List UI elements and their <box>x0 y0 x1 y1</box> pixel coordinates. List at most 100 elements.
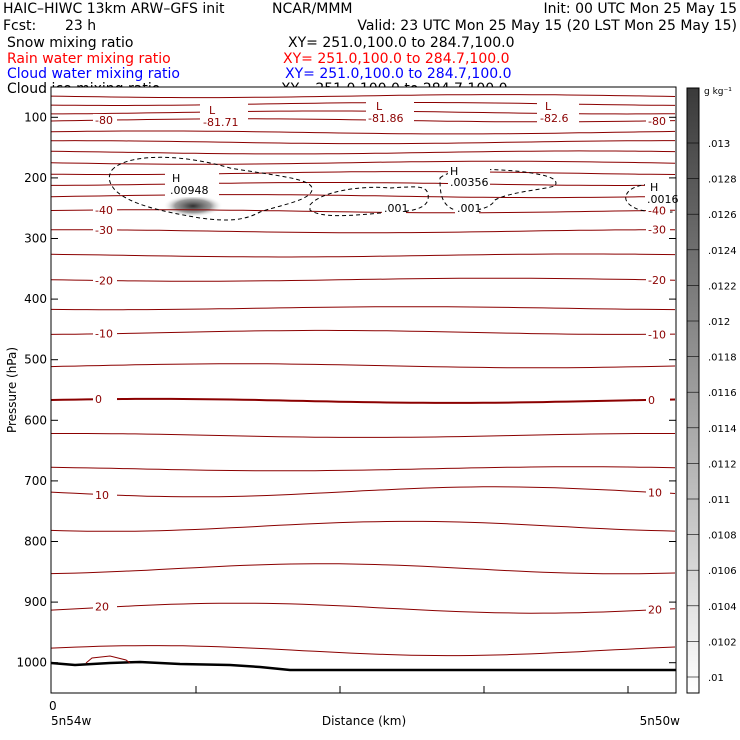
high-marker-1: H <box>172 172 180 185</box>
temperature-label-right: 10 <box>648 487 662 500</box>
legend-xy-cloudwater: XY= 251.0,100.0 to 284.7,100.0 <box>285 66 512 82</box>
legend-label-snow: Snow mixing ratio <box>7 35 133 51</box>
y-tick-label: 900 <box>24 595 47 609</box>
temperature-label-right: 20 <box>648 604 662 617</box>
snow-max-region <box>163 195 223 217</box>
legend-label-cloudwater: Cloud water mixing ratio <box>7 66 180 82</box>
low-value-1: -81.71 <box>203 116 238 129</box>
colorbar-unit: g kg⁻¹ <box>704 87 732 97</box>
temperature-label-left: 20 <box>95 601 109 614</box>
temperature-contour <box>51 209 676 214</box>
x-endpoint-left: 5n54w <box>51 714 92 728</box>
colorbar-ramp <box>686 87 700 694</box>
temperature-label-left: -10 <box>95 328 113 341</box>
fcst-value: 23 h <box>65 18 96 34</box>
init-time: Init: 00 UTC Mon 25 May 15 <box>544 1 737 17</box>
colorbar-label: .0122 <box>708 281 737 292</box>
temperature-contour <box>51 433 675 438</box>
fcst-label: Fcst: <box>3 18 36 34</box>
colorbar-label: .0126 <box>708 210 737 221</box>
temperature-contour <box>51 182 675 186</box>
low-marker-2: L <box>376 100 383 113</box>
temperature-contour <box>51 602 676 614</box>
temperature-contour <box>51 160 676 165</box>
low-marker-1: L <box>209 104 216 117</box>
x-axis-label: Distance (km) <box>322 714 406 728</box>
cloud-ice-label-2: .001 <box>457 202 482 215</box>
y-tick-label: 300 <box>24 232 47 246</box>
cloud-ice-contour-1 <box>108 156 313 221</box>
high-value-3: .0016 <box>647 193 679 206</box>
legend-label-rain: Rain water mixing ratio <box>7 51 171 67</box>
plot-frame <box>50 86 677 694</box>
cloud-ice-label-1: .001 <box>384 202 409 215</box>
temperature-contour <box>51 306 676 311</box>
plot-area <box>51 87 676 693</box>
org-title: NCAR/MMM <box>272 1 353 17</box>
high-value-1: .00948 <box>170 184 209 197</box>
x-axis: 0 5n54w Distance (km) 5n50w <box>49 686 680 728</box>
temperature-contour <box>51 253 676 258</box>
temperature-contour <box>51 486 676 498</box>
y-tick-label: 200 <box>24 171 47 185</box>
colorbar-label: .01 <box>708 673 724 684</box>
colorbar-label: .0128 <box>708 175 737 186</box>
colorbar-label: .0114 <box>708 424 737 435</box>
temperature-contour <box>51 130 676 135</box>
x-endpoint-right: 5n50w <box>640 714 681 728</box>
temperature-contour <box>51 229 675 234</box>
colorbar-label: .0108 <box>708 531 737 542</box>
y-tick-label: 500 <box>24 353 47 367</box>
terrain-line <box>51 660 676 672</box>
colorbar: .013 .0128 .0126 .0124 .0122 .012 .0118 .0116 .0… <box>686 87 737 694</box>
low-value-3: -82.6 <box>540 112 568 125</box>
colorbar-label: .0124 <box>708 246 737 257</box>
high-marker-3: H <box>650 181 658 194</box>
colorbar-label: .013 <box>708 139 730 150</box>
colorbar-label: .011 <box>708 495 730 506</box>
temperature-label-right: -30 <box>648 224 666 237</box>
temperature-contour <box>51 94 676 99</box>
low-marker-3: L <box>545 100 552 113</box>
model-title: HAIC–HIWC 13km ARW–GFS init <box>3 1 225 17</box>
temperature-label-right: 0 <box>648 394 655 407</box>
temperature-contour <box>51 150 676 155</box>
colorbar-label: .0104 <box>708 602 737 613</box>
temperature-contour <box>51 397 676 404</box>
temperature-contour <box>51 277 676 282</box>
temperature-contour <box>51 520 676 532</box>
temperature-label-right: -20 <box>648 274 666 287</box>
y-tick-label: 600 <box>24 413 47 427</box>
colorbar-label: .0116 <box>708 388 737 399</box>
temperature-contour <box>51 329 676 335</box>
high-value-2: .00356 <box>450 176 489 189</box>
valid-time: Valid: 23 UTC Mon 25 May 15 (20 LST Mon … <box>357 18 737 34</box>
colorbar-label: .0106 <box>708 566 737 577</box>
high-marker-2: H <box>450 165 458 178</box>
temperature-label-right: -40 <box>648 204 666 217</box>
temperature-label-left: 0 <box>95 393 102 406</box>
y-tick-label: 1000 <box>16 656 47 670</box>
temperature-contour <box>51 194 676 199</box>
temperature-contour <box>51 363 676 369</box>
temperature-label-left: -80 <box>95 114 113 127</box>
temperature-label-left: -20 <box>95 275 113 288</box>
y-tick-label: 400 <box>24 292 47 306</box>
colorbar-label: .0118 <box>708 353 737 364</box>
cloud-ice-contour-4 <box>625 183 676 213</box>
temperature-label-left: 10 <box>95 489 109 502</box>
y-axis-label: Pressure (hPa) <box>5 347 19 433</box>
temperature-label-right: -10 <box>648 328 666 341</box>
legend-xy-rain: XY= 251.0,100.0 to 284.7,100.0 <box>283 51 510 67</box>
temperature-contour <box>51 171 676 176</box>
cloud-ice-contours <box>108 156 676 221</box>
y-tick-label: 700 <box>24 474 47 488</box>
temperature-contour <box>51 563 676 575</box>
temperature-label-left: -30 <box>95 224 113 237</box>
y-tick-label: 800 <box>24 535 47 549</box>
terrain-contour <box>85 655 131 664</box>
temperature-contour <box>51 466 676 472</box>
low-value-2: -81.86 <box>368 112 403 125</box>
